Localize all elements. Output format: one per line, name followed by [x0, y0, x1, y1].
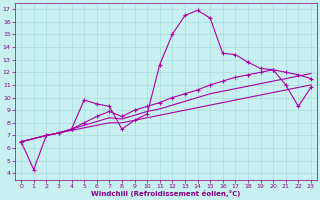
X-axis label: Windchill (Refroidissement éolien,°C): Windchill (Refroidissement éolien,°C) [91, 190, 241, 197]
